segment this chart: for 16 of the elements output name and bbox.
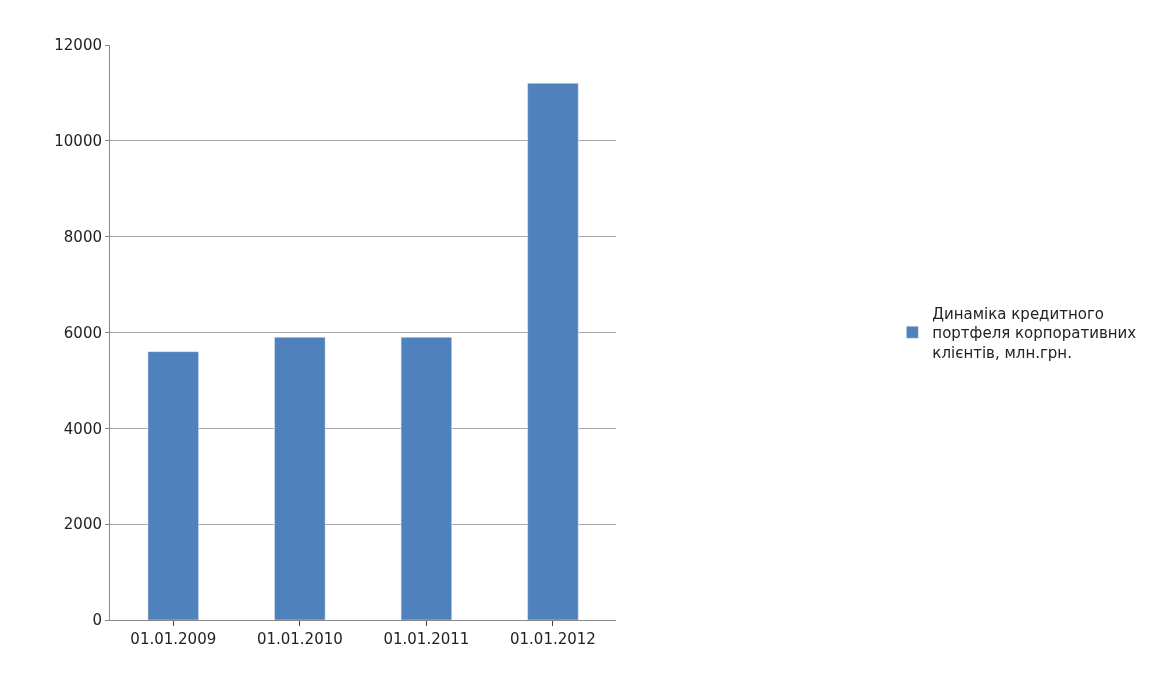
x-tick-label: 01.01.2009 [130, 630, 217, 648]
bar [400, 337, 452, 620]
bar [527, 83, 579, 620]
y-tick-label: 4000 [63, 419, 102, 438]
x-tick-label: 01.01.2011 [383, 630, 470, 648]
y-tick-label: 6000 [63, 323, 102, 342]
legend-label: Динаміка кредитного портфеля корпоративних клієнтів, млн.грн. [932, 304, 1137, 362]
y-tick-label: 8000 [63, 227, 102, 246]
bar [274, 337, 326, 620]
x-tick-label: 01.01.2010 [256, 630, 343, 648]
bar [147, 351, 199, 620]
y-tick-label: 0 [92, 611, 102, 630]
x-tick-label: 01.01.2012 [509, 630, 596, 648]
y-tick-label: 10000 [54, 132, 102, 151]
y-tick-label: 2000 [63, 515, 102, 534]
y-tick-label: 12000 [54, 36, 102, 55]
